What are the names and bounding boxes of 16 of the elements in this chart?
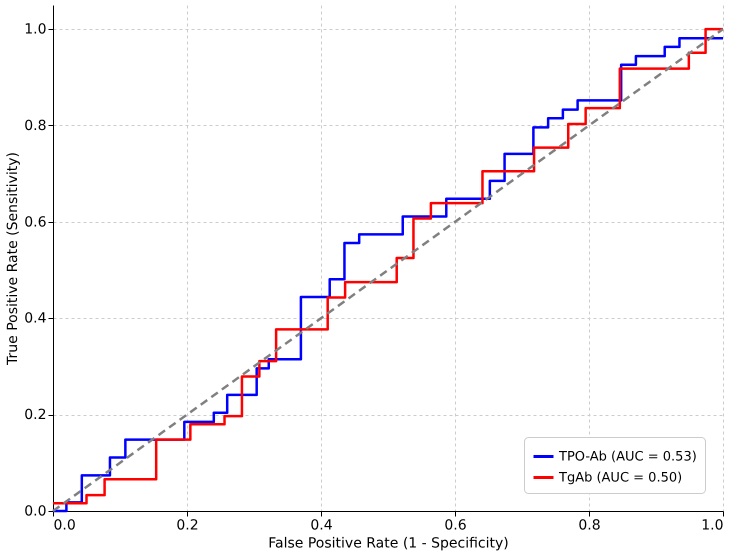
x-tick-label: 0.8 <box>578 518 601 534</box>
y-tick-label: 0.0 <box>24 504 46 520</box>
y-tick-label: 0.4 <box>24 310 47 327</box>
legend-label: TgAb (AUC = 0.50) <box>558 470 682 486</box>
x-tick-label: 0.0 <box>54 518 76 534</box>
x-tick-label: 0.2 <box>176 518 199 534</box>
y-tick-label: 0.6 <box>24 214 47 230</box>
y-tick-label: 1.0 <box>24 22 46 38</box>
x-axis-title: False Positive Rate (1 - Specificity) <box>268 536 509 552</box>
y-axis-title: True Positive Rate (Sensitivity) <box>5 152 22 366</box>
x-tick-label: 0.4 <box>310 518 333 534</box>
legend-label: TPO-Ab (AUC = 0.53) <box>558 450 697 464</box>
x-tick-label: 0.6 <box>444 518 467 534</box>
y-tick-label: 0.2 <box>24 407 46 424</box>
x-tick-label: 1.0 <box>701 518 724 534</box>
y-tick-label: 0.8 <box>24 118 46 134</box>
